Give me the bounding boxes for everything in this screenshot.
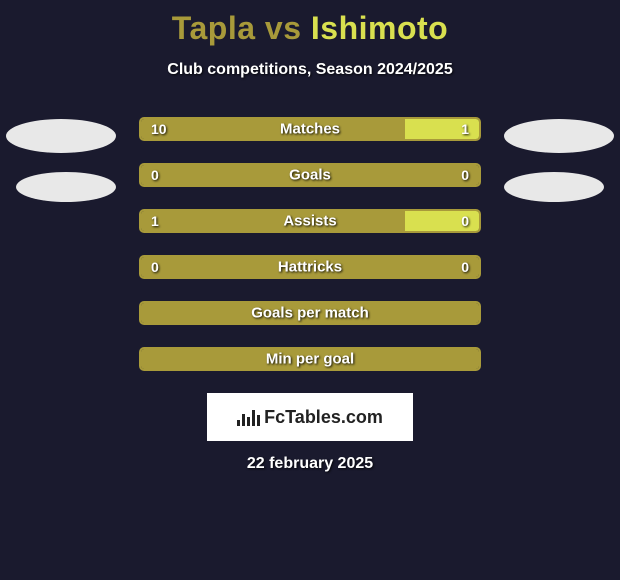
player2-photo-placeholder xyxy=(504,119,614,153)
stat-row: Goals per match xyxy=(139,301,481,325)
stat-value-left: 0 xyxy=(151,167,159,183)
player1-photo-placeholder xyxy=(6,119,116,153)
stat-row: 1 Assists 0 xyxy=(139,209,481,233)
player2-club-placeholder xyxy=(504,172,604,202)
subtitle: Club competitions, Season 2024/2025 xyxy=(0,61,620,79)
stat-label: Goals xyxy=(289,167,331,184)
stat-row: 10 Matches 1 xyxy=(139,117,481,141)
player1-club-placeholder xyxy=(16,172,116,202)
stat-value-right: 0 xyxy=(461,167,469,183)
logo-text: FcTables.com xyxy=(264,407,383,428)
stat-row: Min per goal xyxy=(139,347,481,371)
chart-area: 10Matches10Goals01Assists00Hattricks0Goa… xyxy=(0,117,620,371)
stat-value-right: 1 xyxy=(461,121,469,137)
stat-value-left: 1 xyxy=(151,213,159,229)
chart-icon xyxy=(237,408,260,426)
stat-label: Assists xyxy=(283,213,336,230)
stat-value-left: 0 xyxy=(151,259,159,275)
comparison-title: Tapla vs Ishimoto xyxy=(0,0,620,47)
player1-name: Tapla xyxy=(172,10,256,46)
date-text: 22 february 2025 xyxy=(0,455,620,473)
stat-value-right: 0 xyxy=(461,213,469,229)
stat-value-right: 0 xyxy=(461,259,469,275)
stat-label: Matches xyxy=(280,121,340,138)
stat-label: Hattricks xyxy=(278,259,342,276)
vs-text: vs xyxy=(265,10,302,46)
stat-row: 0 Goals 0 xyxy=(139,163,481,187)
fill-left xyxy=(141,119,405,139)
stats-rows: 10Matches10Goals01Assists00Hattricks0Goa… xyxy=(139,117,481,371)
stat-row: 0 Hattricks 0 xyxy=(139,255,481,279)
player2-name: Ishimoto xyxy=(311,10,448,46)
stat-label: Goals per match xyxy=(251,305,369,322)
stat-value-left: 10 xyxy=(151,121,167,137)
fctables-logo: FcTables.com xyxy=(207,393,413,441)
fill-left xyxy=(141,211,405,231)
stat-label: Min per goal xyxy=(266,351,354,368)
